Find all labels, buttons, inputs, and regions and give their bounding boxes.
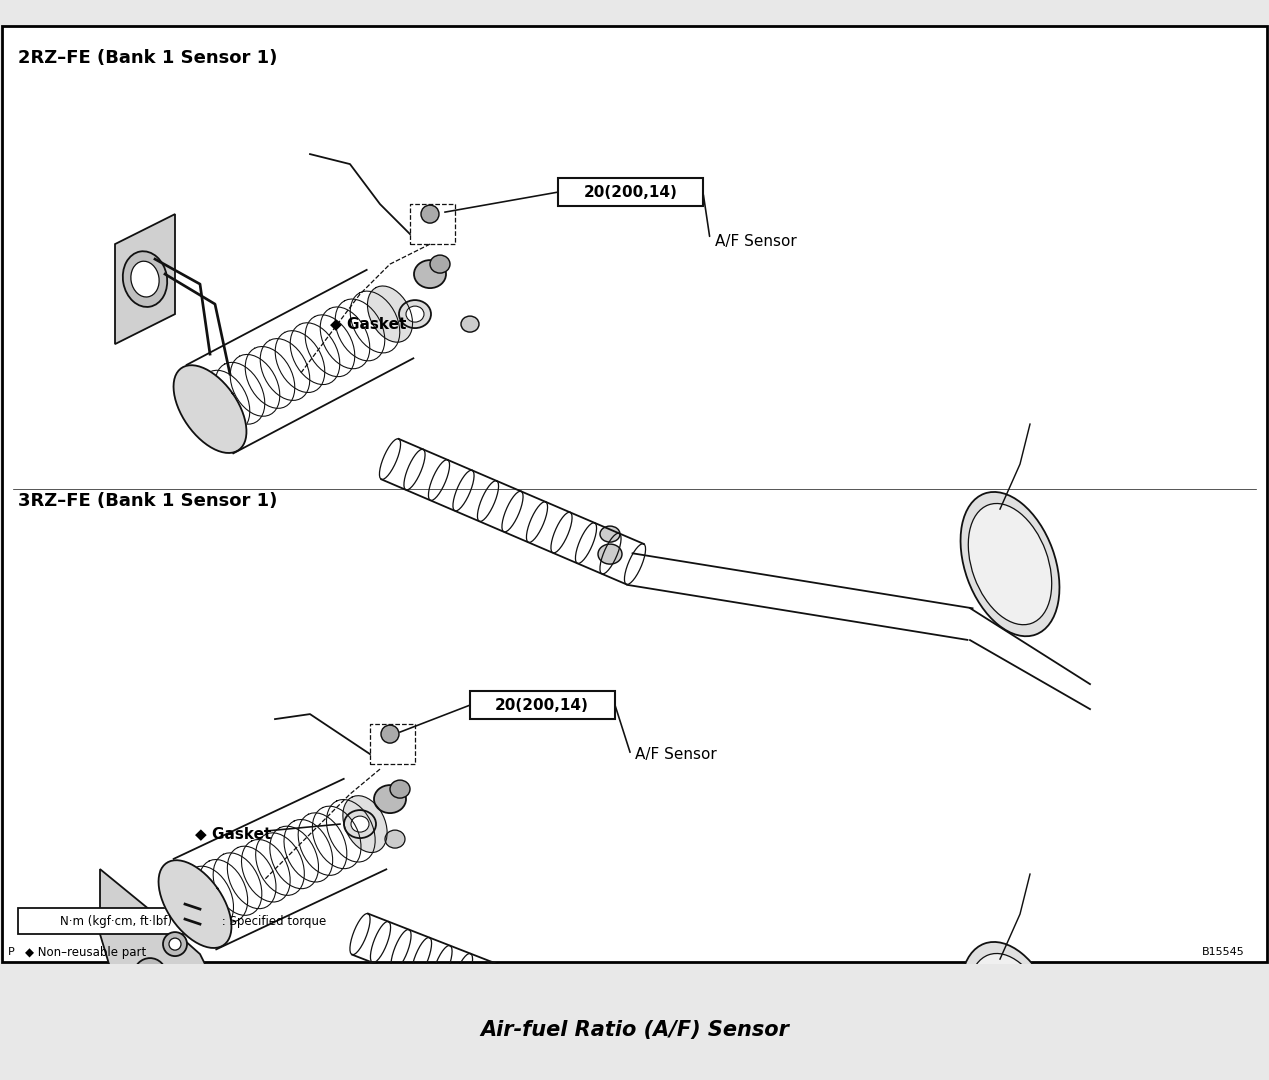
Circle shape <box>162 932 187 956</box>
Text: 2RZ–FE (Bank 1 Sensor 1): 2RZ–FE (Bank 1 Sensor 1) <box>18 49 278 67</box>
Circle shape <box>169 939 181 950</box>
Text: A/F Sensor: A/F Sensor <box>714 233 797 248</box>
Ellipse shape <box>430 255 450 273</box>
Polygon shape <box>100 869 220 1049</box>
Ellipse shape <box>961 492 1060 636</box>
Text: ◆ Gasket: ◆ Gasket <box>195 826 272 841</box>
Ellipse shape <box>381 725 398 743</box>
Ellipse shape <box>374 785 406 813</box>
Ellipse shape <box>390 780 410 798</box>
Text: : Specified torque: : Specified torque <box>218 915 326 928</box>
Ellipse shape <box>600 526 621 542</box>
Circle shape <box>141 966 159 983</box>
Ellipse shape <box>131 261 159 297</box>
Ellipse shape <box>961 942 1060 1080</box>
Ellipse shape <box>123 252 168 307</box>
Text: P: P <box>8 947 15 957</box>
Ellipse shape <box>968 503 1052 624</box>
Polygon shape <box>159 861 231 948</box>
Ellipse shape <box>421 205 439 224</box>
Text: A/F Sensor: A/F Sensor <box>634 746 717 761</box>
Text: 3RZ–FE (Bank 1 Sensor 1): 3RZ–FE (Bank 1 Sensor 1) <box>18 492 278 510</box>
FancyBboxPatch shape <box>558 178 703 206</box>
Ellipse shape <box>528 994 552 1014</box>
Ellipse shape <box>398 300 431 328</box>
Ellipse shape <box>352 816 369 832</box>
Text: 20(200,14): 20(200,14) <box>495 698 589 713</box>
Text: ◆ Non–reusable part: ◆ Non–reusable part <box>25 946 146 959</box>
Polygon shape <box>343 796 387 852</box>
Polygon shape <box>115 214 175 345</box>
Ellipse shape <box>968 954 1052 1075</box>
FancyBboxPatch shape <box>18 908 213 934</box>
Circle shape <box>135 958 166 990</box>
Ellipse shape <box>414 260 445 288</box>
Ellipse shape <box>406 306 424 322</box>
Ellipse shape <box>461 316 478 333</box>
Polygon shape <box>368 286 412 342</box>
Ellipse shape <box>598 544 622 564</box>
Text: N·m (kgf·cm, ft·lbf): N·m (kgf·cm, ft·lbf) <box>60 915 171 928</box>
FancyBboxPatch shape <box>470 691 615 719</box>
Ellipse shape <box>385 831 405 848</box>
Text: Air-fuel Ratio (A/F) Sensor: Air-fuel Ratio (A/F) Sensor <box>480 1020 789 1040</box>
Text: B15545: B15545 <box>1202 947 1245 957</box>
Ellipse shape <box>344 810 376 838</box>
Text: 20(200,14): 20(200,14) <box>584 185 678 200</box>
Polygon shape <box>174 365 246 453</box>
Text: ◆ Gasket: ◆ Gasket <box>330 316 406 332</box>
